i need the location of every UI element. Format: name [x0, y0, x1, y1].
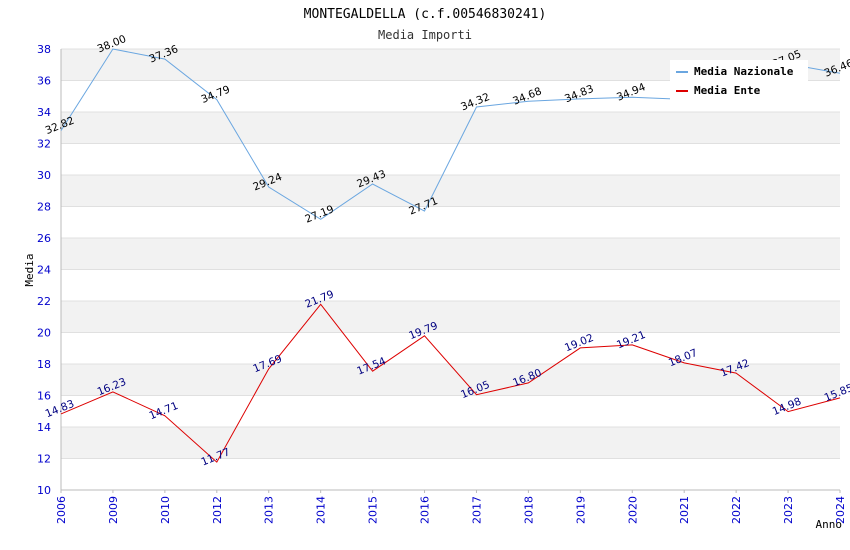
x-tick-label: 2022 — [730, 496, 743, 524]
legend-label-nazionale: Media Nazionale — [694, 65, 794, 78]
series-line-ente — [60, 303, 841, 463]
axes — [60, 49, 840, 491]
y-axis-label: Media — [23, 253, 36, 286]
data-label: 34.68 — [511, 85, 543, 107]
x-axis-label: Anno — [816, 518, 843, 531]
x-tick-label: 2021 — [678, 496, 691, 524]
plot-band — [61, 112, 840, 144]
y-tick-label: 18 — [37, 358, 51, 371]
y-tick-label: 38 — [37, 43, 51, 56]
y-tick-label: 20 — [37, 327, 51, 340]
y-tick-label: 28 — [37, 201, 51, 214]
chart-title: MONTEGALDELLA (c.f.00546830241) — [304, 7, 547, 22]
y-tick-label: 14 — [37, 421, 51, 434]
x-tick-label: 2020 — [626, 496, 639, 524]
legend-box — [670, 60, 808, 100]
data-label: 14.71 — [148, 400, 180, 422]
y-tick-label: 16 — [37, 390, 51, 403]
y-tick-label: 10 — [37, 484, 51, 497]
y-tick-label: 34 — [37, 106, 51, 119]
legend-label-ente: Media Ente — [694, 84, 761, 97]
y-tick-label: 22 — [37, 295, 51, 308]
y-tick-label: 36 — [37, 75, 51, 88]
plot-band — [61, 364, 840, 396]
plot-band — [61, 427, 840, 459]
x-tick-label: 2014 — [315, 496, 328, 524]
y-tick-label: 24 — [37, 264, 51, 277]
x-tick-label: 2019 — [574, 496, 587, 524]
data-label: 34.94 — [615, 81, 648, 104]
y-tick-labels: 10 12 14 16 18 20 22 24 26 28 30 32 34 36 38 — [37, 43, 51, 497]
x-tick-label: 2006 — [55, 496, 68, 524]
y-tick-label: 26 — [37, 232, 51, 245]
legend: Media Nazionale Media Ente — [670, 60, 808, 100]
x-tick-label: 2023 — [782, 496, 795, 524]
data-label: 19.02 — [563, 332, 595, 354]
grid-lines — [61, 48, 840, 491]
plot-band — [61, 301, 840, 333]
y-tick-label: 12 — [37, 453, 51, 466]
data-label: 14.98 — [771, 396, 803, 418]
x-tick-labels: 2006 2009 2010 2012 2013 2014 2015 2016 2017 2018… — [55, 490, 847, 524]
plot-bands — [61, 49, 840, 459]
x-tick-label: 2017 — [470, 496, 483, 524]
plot-band — [61, 175, 840, 207]
chart-subtitle: Media Importi — [378, 28, 472, 42]
y-tick-label: 32 — [37, 138, 51, 151]
x-tick-label: 2024 — [834, 496, 847, 524]
x-tick-label: 2015 — [367, 496, 380, 524]
x-tick-label: 2012 — [211, 496, 224, 524]
x-tick-label: 2009 — [107, 496, 120, 524]
x-tick-label: 2016 — [419, 496, 432, 524]
x-tick-label: 2018 — [522, 496, 535, 524]
x-tick-label: 2013 — [263, 496, 276, 524]
data-label: 34.79 — [199, 84, 231, 106]
data-label: 34.83 — [563, 83, 595, 105]
x-tick-label: 2010 — [159, 496, 172, 524]
y-tick-label: 30 — [37, 169, 51, 182]
plot-band — [61, 238, 840, 270]
